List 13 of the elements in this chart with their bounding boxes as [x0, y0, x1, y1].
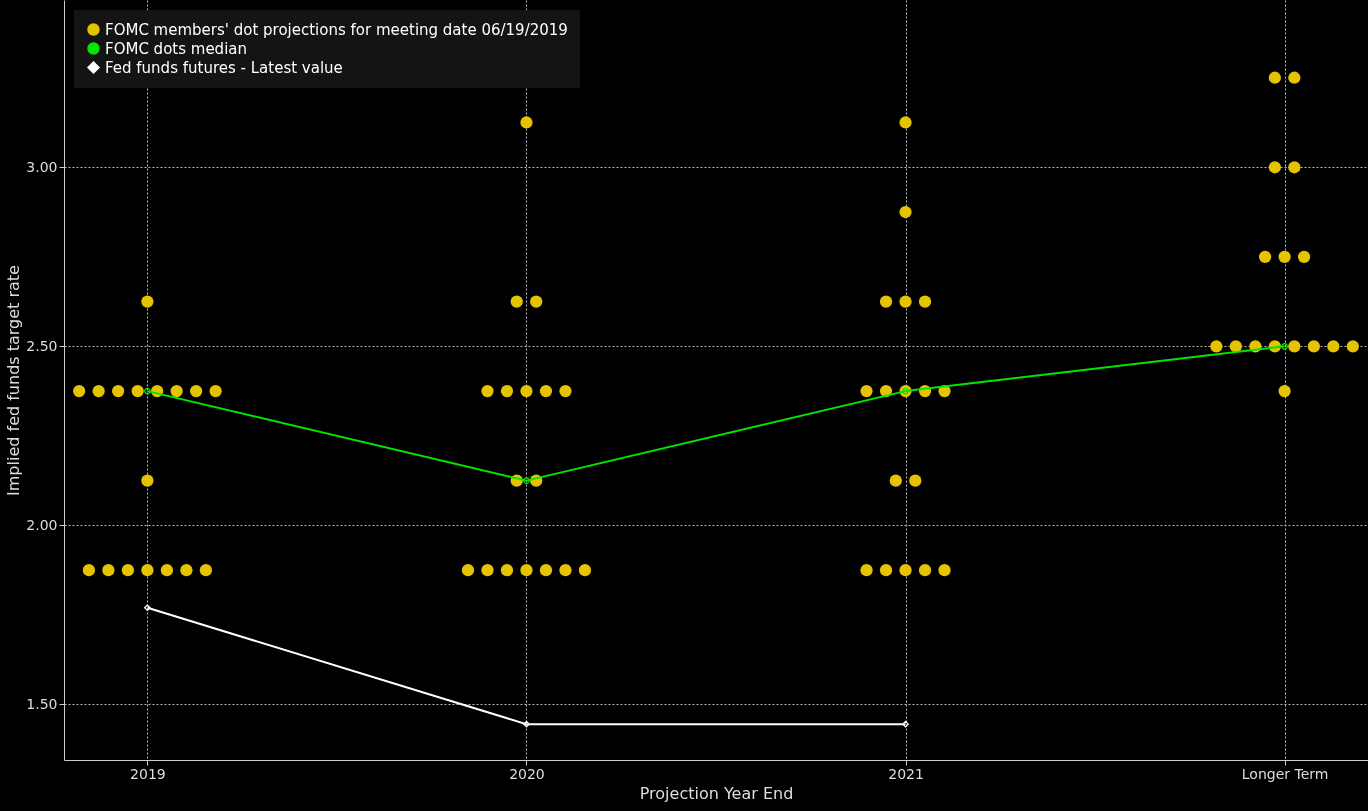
x-tick-label: 2020 — [509, 765, 545, 782]
x-tick-label: 2021 — [888, 765, 924, 782]
x-tick-label: 2019 — [130, 765, 166, 782]
y-tick-label: 1.50 — [26, 695, 58, 712]
x-tick-label: Longer Term — [1241, 765, 1329, 782]
legend-label: FOMC dots median — [105, 39, 248, 58]
legend-label: Fed funds futures - Latest value — [105, 58, 343, 77]
y-axis-title: Implied fed funds target rate — [4, 265, 24, 496]
x-axis-title: Projection Year End — [639, 783, 794, 803]
y-tick-label: 2.50 — [26, 337, 58, 354]
y-tick-label: 2.00 — [26, 516, 58, 533]
y-tick-label: 3.00 — [26, 158, 58, 175]
legend-label: FOMC members' dot projections for meeting date 06/19/2019 — [105, 20, 568, 39]
